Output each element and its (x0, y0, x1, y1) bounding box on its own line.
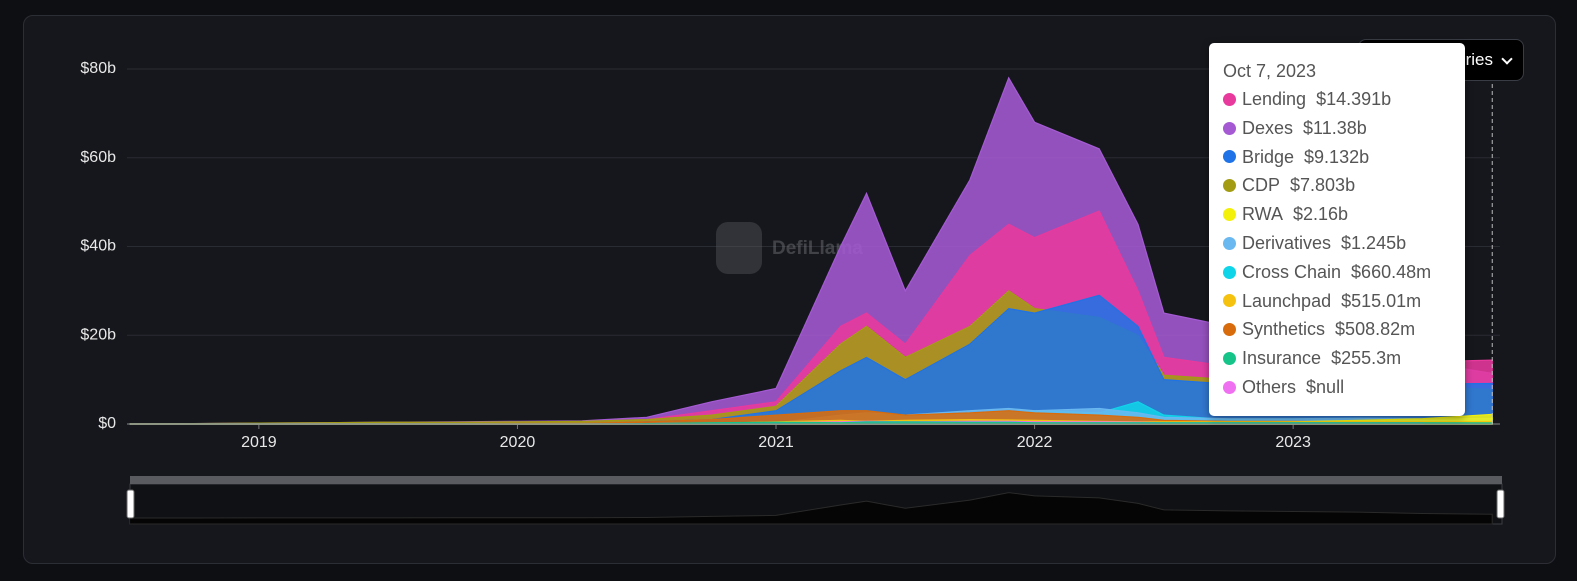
tooltip-dot (1223, 150, 1236, 164)
tooltip-dot (1223, 265, 1236, 279)
tooltip-name: Derivatives (1242, 232, 1332, 253)
watermark-logo (716, 222, 762, 274)
y-tick-label: $80b (80, 60, 116, 77)
tooltip-row: Launchpad $515.01m (1223, 287, 1451, 316)
tooltip-name: Synthetics (1242, 319, 1326, 340)
navigator-area (129, 492, 1493, 525)
tooltip-row: Lending $14.391b (1223, 85, 1451, 114)
x-tick-label: 2019 (241, 434, 277, 451)
y-tick-label: $0 (98, 415, 116, 432)
tooltip-row: Others $null (1223, 373, 1451, 402)
tooltip-name: Bridge (1242, 146, 1295, 167)
x-tick-label: 2023 (1275, 434, 1311, 451)
y-tick-label: $20b (80, 326, 116, 343)
tooltip-row: CDP $7.803b (1223, 171, 1451, 200)
tooltip-name: Insurance (1242, 348, 1322, 369)
tooltip-date: Oct 7, 2023 (1223, 61, 1317, 81)
tooltip-value: $255.3m (1331, 348, 1402, 369)
tooltip-dot (1223, 208, 1236, 222)
tooltip-row: Cross Chain $660.48m (1223, 258, 1451, 287)
tooltip-value: $508.82m (1335, 319, 1416, 340)
tooltip-dot (1223, 323, 1236, 337)
tooltip-name: Launchpad (1242, 290, 1332, 311)
tooltip-value: $null (1306, 376, 1345, 397)
navigator-bar (130, 476, 1502, 484)
y-tick-label: $60b (80, 149, 116, 166)
tooltip-row: Insurance $255.3m (1223, 344, 1451, 373)
x-tick-label: 2022 (1017, 434, 1053, 451)
tooltip-row: Synthetics $508.82m (1223, 315, 1451, 344)
navigator-handle[interactable] (126, 489, 135, 519)
tooltip-name: Lending (1242, 89, 1307, 109)
tooltip-value: $14.391b (1316, 89, 1392, 109)
tooltip-value: $9.132b (1304, 146, 1370, 167)
tooltip-row: Bridge $9.132b (1223, 143, 1451, 172)
tooltip-value: $11.38b (1303, 117, 1367, 138)
x-tick-label: 2021 (758, 434, 794, 451)
navigator-handle[interactable] (1496, 489, 1505, 519)
tooltip-name: RWA (1242, 204, 1284, 225)
tooltip-name: Dexes (1242, 117, 1294, 138)
tooltip-row: Derivatives $1.245b (1223, 229, 1451, 258)
tooltip-name: Others (1242, 376, 1297, 397)
tooltip-name: Cross Chain (1242, 261, 1342, 282)
tooltip-dot (1223, 294, 1236, 308)
tooltip-dot (1223, 236, 1236, 250)
tooltip-row: Dexes $11.38b (1223, 114, 1451, 143)
y-tick-label: $40b (80, 238, 116, 255)
tooltip-dot (1223, 380, 1236, 394)
tooltip-value: $1.245b (1341, 232, 1407, 253)
tooltip-value: $2.16b (1293, 204, 1349, 225)
tooltip-value: $660.48m (1351, 261, 1432, 282)
tooltip-value: $515.01m (1341, 290, 1422, 311)
tooltip-name: CDP (1242, 175, 1281, 196)
tooltip: Oct 7, 2023 Lending $14.391b Dexes $11.38b B… (1209, 43, 1465, 416)
tooltip-row: RWA $2.16b (1223, 200, 1451, 229)
x-tick-label: 2020 (500, 434, 536, 451)
tooltip-dot (1223, 121, 1236, 135)
tooltip-dot (1223, 352, 1236, 366)
tooltip-dot (1223, 179, 1236, 193)
tooltip-value: $7.803b (1290, 175, 1356, 196)
tooltip-dot (1223, 92, 1236, 106)
